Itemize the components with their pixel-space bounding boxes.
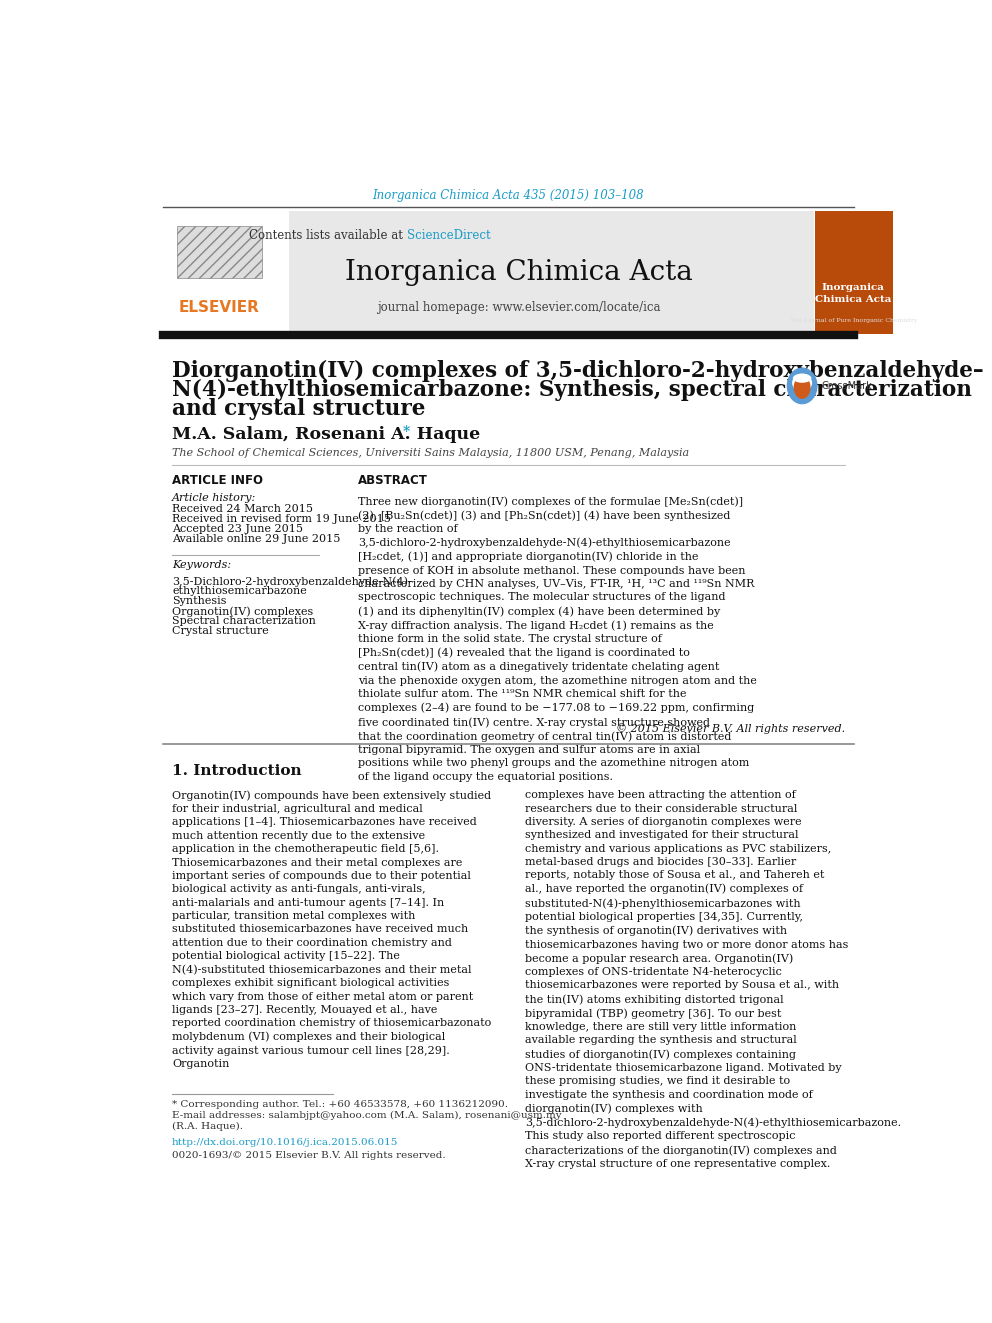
Text: http://dx.doi.org/10.1016/j.ica.2015.06.015: http://dx.doi.org/10.1016/j.ica.2015.06.… [172, 1138, 399, 1147]
Text: Organotin(IV) compounds have been extensively studied
for their industrial, agri: Organotin(IV) compounds have been extens… [172, 790, 491, 1069]
Ellipse shape [788, 368, 816, 404]
Text: ABSTRACT: ABSTRACT [358, 474, 428, 487]
Bar [814, 212, 893, 335]
Text: The Journal of Pure Inorganic Chemistry: The Journal of Pure Inorganic Chemistry [790, 318, 917, 323]
Text: Spectral characterization: Spectral characterization [172, 617, 315, 626]
Bar [177, 226, 262, 278]
Text: (R.A. Haque).: (R.A. Haque). [172, 1122, 243, 1131]
Text: © 2015 Elsevier B.V. All rights reserved.: © 2015 Elsevier B.V. All rights reserved… [616, 724, 845, 734]
Text: Article history:: Article history: [172, 492, 256, 503]
Text: Inorganica Chimica Acta 435 (2015) 103–108: Inorganica Chimica Acta 435 (2015) 103–1… [373, 189, 644, 202]
Text: complexes have been attracting the attention of
researchers due to their conside: complexes have been attracting the atten… [526, 790, 902, 1168]
Text: The School of Chemical Sciences, Universiti Sains Malaysia, 11800 USM, Penang, M: The School of Chemical Sciences, Univers… [172, 448, 689, 458]
Text: Synthesis: Synthesis [172, 597, 226, 606]
Text: ELSEVIER: ELSEVIER [179, 300, 260, 315]
Text: ethylthiosemicarbazone: ethylthiosemicarbazone [172, 586, 307, 597]
Text: 3,5-Dichloro-2-hydroxybenzaldehyde-N(4)-: 3,5-Dichloro-2-hydroxybenzaldehyde-N(4)- [172, 576, 412, 586]
Text: Crystal structure: Crystal structure [172, 626, 269, 636]
Text: 0020-1693/© 2015 Elsevier B.V. All rights reserved.: 0020-1693/© 2015 Elsevier B.V. All right… [172, 1151, 445, 1160]
Text: Contents lists available at: Contents lists available at [249, 229, 407, 242]
Text: Diorganotin(IV) complexes of 3,5-dichloro-2-hydroxybenzaldehyde–: Diorganotin(IV) complexes of 3,5-dichlor… [172, 360, 984, 381]
Text: 1. Introduction: 1. Introduction [172, 763, 302, 778]
Text: Inorganica
Chimica Acta: Inorganica Chimica Acta [815, 283, 892, 304]
Ellipse shape [795, 377, 809, 398]
Text: E-mail addresses: salambjpt@yahoo.com (M.A. Salam), rosenani@usm.my: E-mail addresses: salambjpt@yahoo.com (M… [172, 1111, 561, 1121]
Text: Received in revised form 19 June 2015: Received in revised form 19 June 2015 [172, 515, 391, 524]
Text: M.A. Salam, Rosenani A. Haque: M.A. Salam, Rosenani A. Haque [172, 426, 480, 443]
Text: Available online 29 June 2015: Available online 29 June 2015 [172, 534, 340, 544]
Text: Three new diorganotin(IV) complexes of the formulae [Me₂Sn(cdet)]
(2), [Bu₂Sn(cd: Three new diorganotin(IV) complexes of t… [358, 496, 757, 782]
Text: Keywords:: Keywords: [172, 561, 231, 570]
Text: journal homepage: www.elsevier.com/locate/ica: journal homepage: www.elsevier.com/locat… [378, 300, 661, 314]
Text: ARTICLE INFO: ARTICLE INFO [172, 474, 263, 487]
Bar [163, 212, 289, 335]
Text: Organotin(IV) complexes: Organotin(IV) complexes [172, 606, 313, 617]
Text: N(4)-ethylthiosemicarbazone: Synthesis, spectral characterization: N(4)-ethylthiosemicarbazone: Synthesis, … [172, 378, 972, 401]
Text: Received 24 March 2015: Received 24 March 2015 [172, 504, 313, 515]
Text: *: * [403, 425, 411, 439]
Text: * Corresponding author. Tel.: +60 46533578, +60 1136212090.: * Corresponding author. Tel.: +60 465335… [172, 1099, 508, 1109]
Ellipse shape [794, 374, 810, 382]
Text: Accepted 23 June 2015: Accepted 23 June 2015 [172, 524, 303, 534]
Text: and crystal structure: and crystal structure [172, 398, 426, 419]
Text: ScienceDirect: ScienceDirect [407, 229, 490, 242]
Ellipse shape [793, 374, 811, 392]
Bar [163, 212, 813, 335]
Text: CrossMark: CrossMark [821, 381, 872, 390]
Text: Inorganica Chimica Acta: Inorganica Chimica Acta [345, 259, 693, 286]
